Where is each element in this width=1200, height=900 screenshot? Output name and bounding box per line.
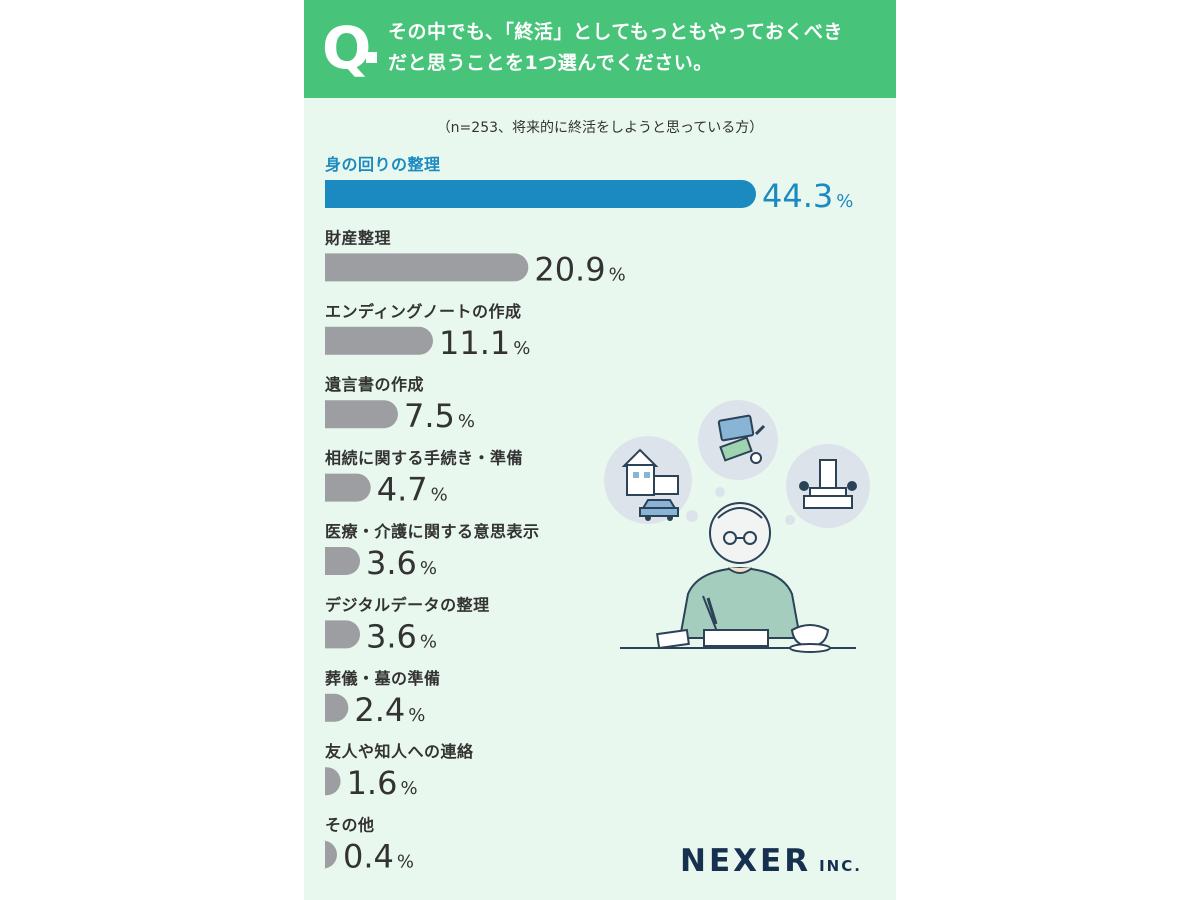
- question-line-1: その中でも、「終活」としてもっともやっておくべき: [388, 21, 843, 43]
- house-and-car-icon: [604, 436, 698, 524]
- bar: [325, 693, 349, 722]
- value-number: 7.5: [404, 397, 455, 435]
- value-number: 11.1: [439, 324, 510, 362]
- category-label: 財産整理: [325, 228, 391, 247]
- bar: [325, 326, 433, 355]
- value-label: 11.1%: [439, 324, 530, 362]
- bar: [325, 180, 756, 208]
- value-label: 7.5%: [404, 397, 475, 435]
- value-number: 44.3: [762, 177, 833, 215]
- value-unit: %: [420, 558, 437, 579]
- bar: [323, 840, 337, 869]
- value-unit: %: [408, 705, 425, 726]
- question-line-2: だと思うことを1つ選んでください。: [388, 52, 713, 74]
- bar: [325, 400, 398, 429]
- value-label: 3.6%: [366, 617, 437, 655]
- value-label: 3.6%: [366, 544, 437, 582]
- category-label: 医療・介護に関する意思表示: [325, 522, 540, 541]
- logo-suffix-text: INC.: [819, 857, 862, 875]
- value-number: 3.6: [366, 617, 417, 655]
- company-logo: NEXER INC.: [680, 843, 862, 879]
- category-label: 遺言書の作成: [325, 375, 424, 394]
- value-label: 20.9%: [534, 250, 625, 288]
- value-label: 2.4%: [354, 691, 425, 729]
- person-figure: [678, 502, 802, 639]
- logo-main-text: NEXER: [680, 843, 812, 879]
- value-unit: %: [609, 264, 626, 285]
- bar: [325, 547, 361, 575]
- value-number: 2.4: [354, 691, 405, 729]
- value-unit: %: [431, 485, 448, 506]
- value-unit: %: [458, 411, 475, 432]
- bar: [325, 473, 371, 502]
- value-number: 3.6: [366, 544, 417, 582]
- grave-icon: [785, 444, 870, 528]
- value-label: 1.6%: [347, 764, 418, 802]
- question-header: Q その中でも、「終活」としてもっともやっておくべき だと思うことを1つ選んでく…: [304, 0, 896, 98]
- category-label: 相続に関する手続き・準備: [325, 449, 523, 468]
- value-unit: %: [400, 778, 417, 799]
- category-label: デジタルデータの整理: [325, 595, 490, 614]
- value-number: 1.6: [347, 764, 398, 802]
- value-label: 44.3%: [762, 177, 853, 215]
- value-number: 0.4: [343, 838, 394, 876]
- infographic-card: Q その中でも、「終活」としてもっともやっておくべき だと思うことを1つ選んでく…: [304, 0, 896, 900]
- bar-chart: 身の回りの整理 44.3 % 財産整理 20.9 % エンディングノートの作成 11.1 % 遺言…: [323, 155, 853, 876]
- elderly-person-writing-icon: [604, 400, 870, 653]
- value-number: 20.9: [534, 250, 605, 288]
- sample-note: （n=253、将来的に終活をしようと思っている方）: [436, 120, 764, 136]
- question-dot: [366, 52, 377, 63]
- bar: [325, 767, 341, 796]
- value-unit: %: [836, 191, 853, 212]
- value-unit: %: [420, 631, 437, 652]
- value-unit: %: [513, 338, 530, 359]
- category-label: その他: [325, 816, 375, 835]
- question-text: その中でも、「終活」としてもっともやっておくべき だと思うことを1つ選んでくださ…: [388, 17, 888, 79]
- category-label: 身の回りの整理: [325, 155, 441, 174]
- bar: [325, 620, 361, 649]
- value-label: 4.7%: [377, 471, 448, 509]
- bar: [325, 253, 529, 282]
- category-label: 友人や知人への連絡: [325, 742, 474, 761]
- value-number: 4.7: [377, 471, 428, 509]
- question-mark-label: Q: [322, 14, 372, 82]
- category-label: エンディングノートの作成: [325, 302, 522, 321]
- category-label: 葬儀・墓の準備: [325, 669, 441, 688]
- cards-and-money-icon: [698, 400, 778, 497]
- value-label: 0.4%: [343, 838, 414, 876]
- value-unit: %: [397, 852, 414, 873]
- desk-items: [620, 624, 856, 653]
